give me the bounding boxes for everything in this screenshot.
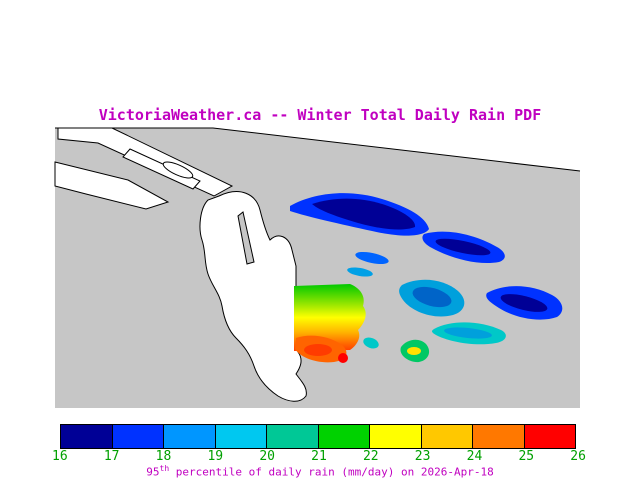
rain-region-cyan-core-2 xyxy=(444,327,492,339)
colorbar-tick-label: 23 xyxy=(414,449,431,464)
colorbar xyxy=(60,424,576,449)
colorbar-tick-label: 18 xyxy=(155,449,172,464)
colorbar-segment xyxy=(214,425,266,448)
channel-northwest-2 xyxy=(54,161,170,210)
colorbar-segment xyxy=(163,425,215,448)
colorbar-tick-label: 26 xyxy=(570,449,586,464)
colorbar-tick-label: 19 xyxy=(207,449,224,464)
rain-region-deep-orange-core xyxy=(304,344,332,356)
colorbar-segment xyxy=(266,425,318,448)
rain-region-red-spot xyxy=(338,353,348,363)
colorbar-segment xyxy=(420,425,472,448)
colorbar-tick-label: 17 xyxy=(103,449,120,464)
colorbar-segment xyxy=(369,425,421,448)
caption-number: 95 xyxy=(146,465,160,479)
rain-region-navy-core-3 xyxy=(500,294,548,312)
rain-region-cyan-dot xyxy=(363,337,379,349)
rain-region-gradient-rect xyxy=(294,284,366,351)
caption-ordinal: th xyxy=(159,464,170,473)
colorbar-segment xyxy=(523,425,575,448)
colorbar-tick-label: 24 xyxy=(466,449,483,464)
colorbar-ticks: 16 17 18 19 20 21 22 23 24 25 26 xyxy=(52,450,586,463)
colorbar-tick-label: 22 xyxy=(362,449,379,464)
caption-text: percentile of daily rain (mm/day) on 202… xyxy=(169,465,494,479)
colorbar-tick-label: 20 xyxy=(259,449,275,464)
rain-region-blue-core-4 xyxy=(412,286,452,308)
colorbar-tick-label: 21 xyxy=(311,449,327,464)
rain-region-navy-core-2 xyxy=(435,238,491,256)
colorbar-tick-label: 25 xyxy=(518,449,535,464)
sea xyxy=(55,128,580,408)
rain-region-cyan-sliver-1 xyxy=(347,267,373,277)
colorbar-segment xyxy=(317,425,369,448)
rain-region-blue-sliver-1 xyxy=(355,251,389,265)
small-island xyxy=(162,161,194,179)
inlet-channel xyxy=(237,211,255,265)
colorbar-caption: 95th percentile of daily rain (mm/day) o… xyxy=(0,463,640,479)
colorbar-tick-label: 16 xyxy=(52,449,68,464)
rain-contours xyxy=(290,193,563,363)
colorbar-segment xyxy=(472,425,524,448)
rain-region-navy-core-1 xyxy=(312,198,416,230)
landmass-peninsula xyxy=(199,191,307,402)
colorbar-segment xyxy=(111,425,163,448)
colorbar-segment xyxy=(61,425,112,448)
rain-region-yellow-core xyxy=(407,347,421,355)
map-title: VictoriaWeather.ca -- Winter Total Daily… xyxy=(98,106,542,124)
